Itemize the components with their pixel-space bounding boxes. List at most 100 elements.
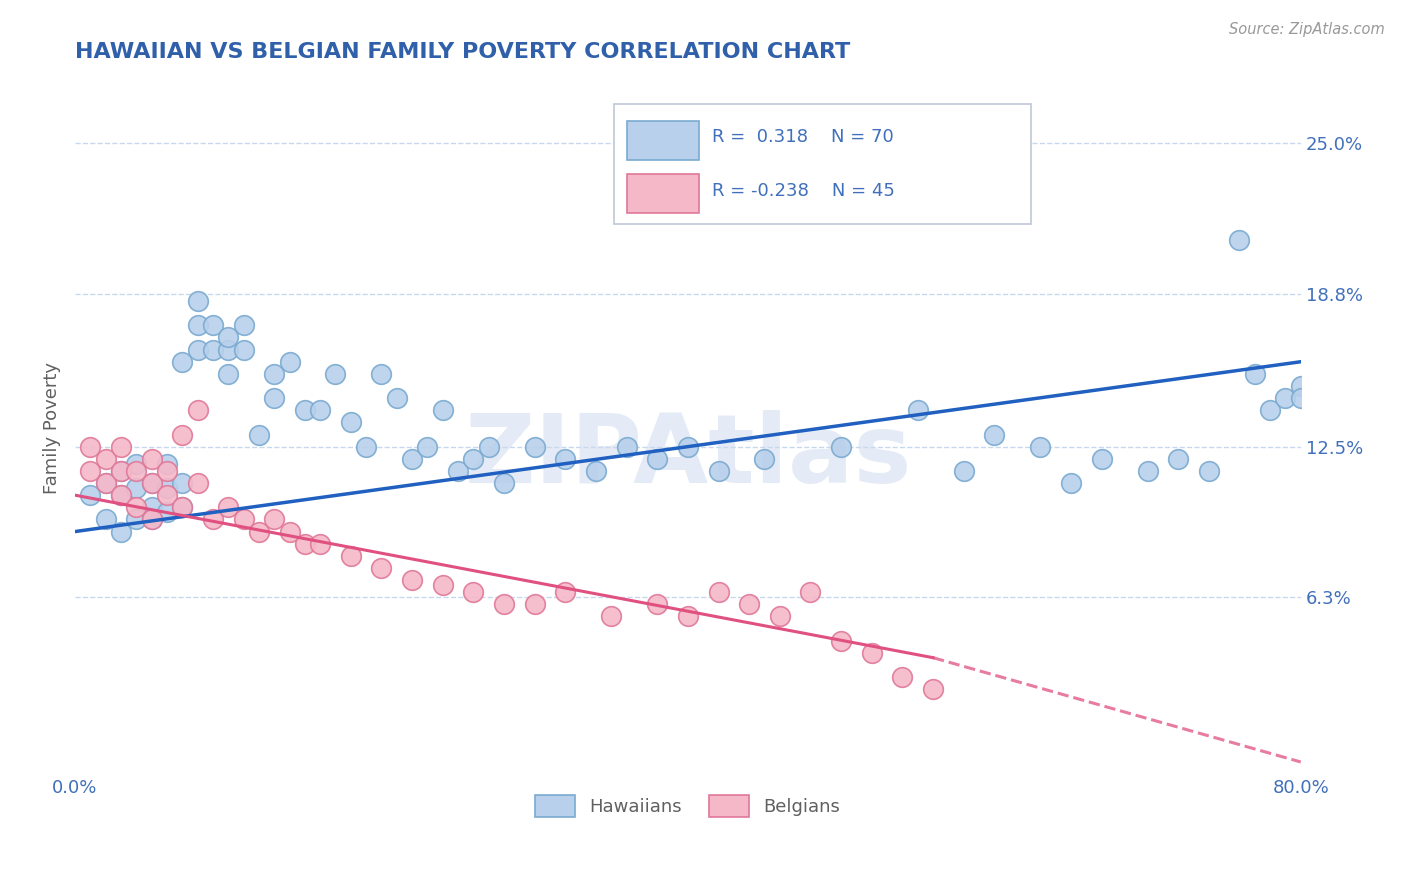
Point	[263, 512, 285, 526]
Point	[1090, 451, 1112, 466]
Point	[110, 488, 132, 502]
Point	[754, 451, 776, 466]
Text: ZIPAtlas: ZIPAtlas	[464, 409, 911, 502]
Point	[707, 464, 730, 478]
Point	[860, 646, 883, 660]
Point	[141, 500, 163, 515]
Point	[294, 403, 316, 417]
Legend: Hawaiians, Belgians: Hawaiians, Belgians	[529, 788, 848, 824]
Point	[172, 500, 194, 515]
Point	[156, 488, 179, 502]
Point	[447, 464, 470, 478]
Point	[1229, 234, 1251, 248]
Point	[676, 440, 699, 454]
Point	[79, 440, 101, 454]
Point	[401, 573, 423, 587]
Text: Source: ZipAtlas.com: Source: ZipAtlas.com	[1229, 22, 1385, 37]
Point	[79, 488, 101, 502]
Point	[247, 524, 270, 539]
Point	[156, 505, 179, 519]
Point	[110, 524, 132, 539]
Point	[217, 500, 239, 515]
Point	[370, 367, 392, 381]
Point	[1258, 403, 1281, 417]
Point	[125, 464, 148, 478]
Point	[585, 464, 607, 478]
Point	[247, 427, 270, 442]
Point	[172, 355, 194, 369]
Point	[217, 330, 239, 344]
Point	[769, 609, 792, 624]
Point	[217, 367, 239, 381]
Point	[278, 355, 301, 369]
Point	[1243, 367, 1265, 381]
Point	[1060, 476, 1083, 491]
Point	[523, 597, 546, 611]
Point	[952, 464, 974, 478]
Point	[554, 451, 576, 466]
Point	[110, 464, 132, 478]
Point	[983, 427, 1005, 442]
Point	[156, 457, 179, 471]
FancyBboxPatch shape	[627, 174, 699, 212]
Point	[94, 476, 117, 491]
Point	[125, 512, 148, 526]
Point	[799, 585, 821, 599]
Point	[325, 367, 347, 381]
Point	[478, 440, 501, 454]
Point	[156, 481, 179, 495]
Point	[354, 440, 377, 454]
Point	[600, 609, 623, 624]
Point	[1136, 464, 1159, 478]
Point	[523, 440, 546, 454]
Point	[676, 609, 699, 624]
Point	[463, 451, 485, 466]
Point	[232, 512, 254, 526]
Point	[187, 476, 209, 491]
Point	[922, 682, 945, 697]
Point	[1029, 440, 1052, 454]
Point	[110, 440, 132, 454]
Text: HAWAIIAN VS BELGIAN FAMILY POVERTY CORRELATION CHART: HAWAIIAN VS BELGIAN FAMILY POVERTY CORRE…	[75, 42, 851, 62]
Point	[94, 476, 117, 491]
Point	[110, 488, 132, 502]
Point	[141, 512, 163, 526]
Point	[79, 464, 101, 478]
Point	[201, 343, 224, 357]
Point	[94, 512, 117, 526]
Point	[1274, 391, 1296, 405]
Point	[707, 585, 730, 599]
Point	[278, 524, 301, 539]
Point	[416, 440, 439, 454]
Point	[891, 670, 914, 684]
Point	[217, 343, 239, 357]
Point	[172, 427, 194, 442]
Point	[645, 597, 668, 611]
Point	[554, 585, 576, 599]
Point	[645, 451, 668, 466]
Point	[1289, 379, 1312, 393]
Point	[141, 476, 163, 491]
Point	[125, 481, 148, 495]
Point	[492, 476, 515, 491]
Point	[156, 464, 179, 478]
Point	[201, 512, 224, 526]
Point	[110, 464, 132, 478]
Point	[432, 403, 454, 417]
Point	[141, 451, 163, 466]
Point	[125, 457, 148, 471]
Point	[172, 500, 194, 515]
Point	[294, 536, 316, 550]
Point	[187, 294, 209, 309]
FancyBboxPatch shape	[627, 120, 699, 160]
Point	[187, 343, 209, 357]
Point	[125, 500, 148, 515]
Point	[370, 561, 392, 575]
Point	[492, 597, 515, 611]
Point	[187, 318, 209, 333]
Point	[309, 536, 332, 550]
Point	[340, 549, 363, 563]
Point	[401, 451, 423, 466]
Point	[907, 403, 929, 417]
Point	[385, 391, 408, 405]
